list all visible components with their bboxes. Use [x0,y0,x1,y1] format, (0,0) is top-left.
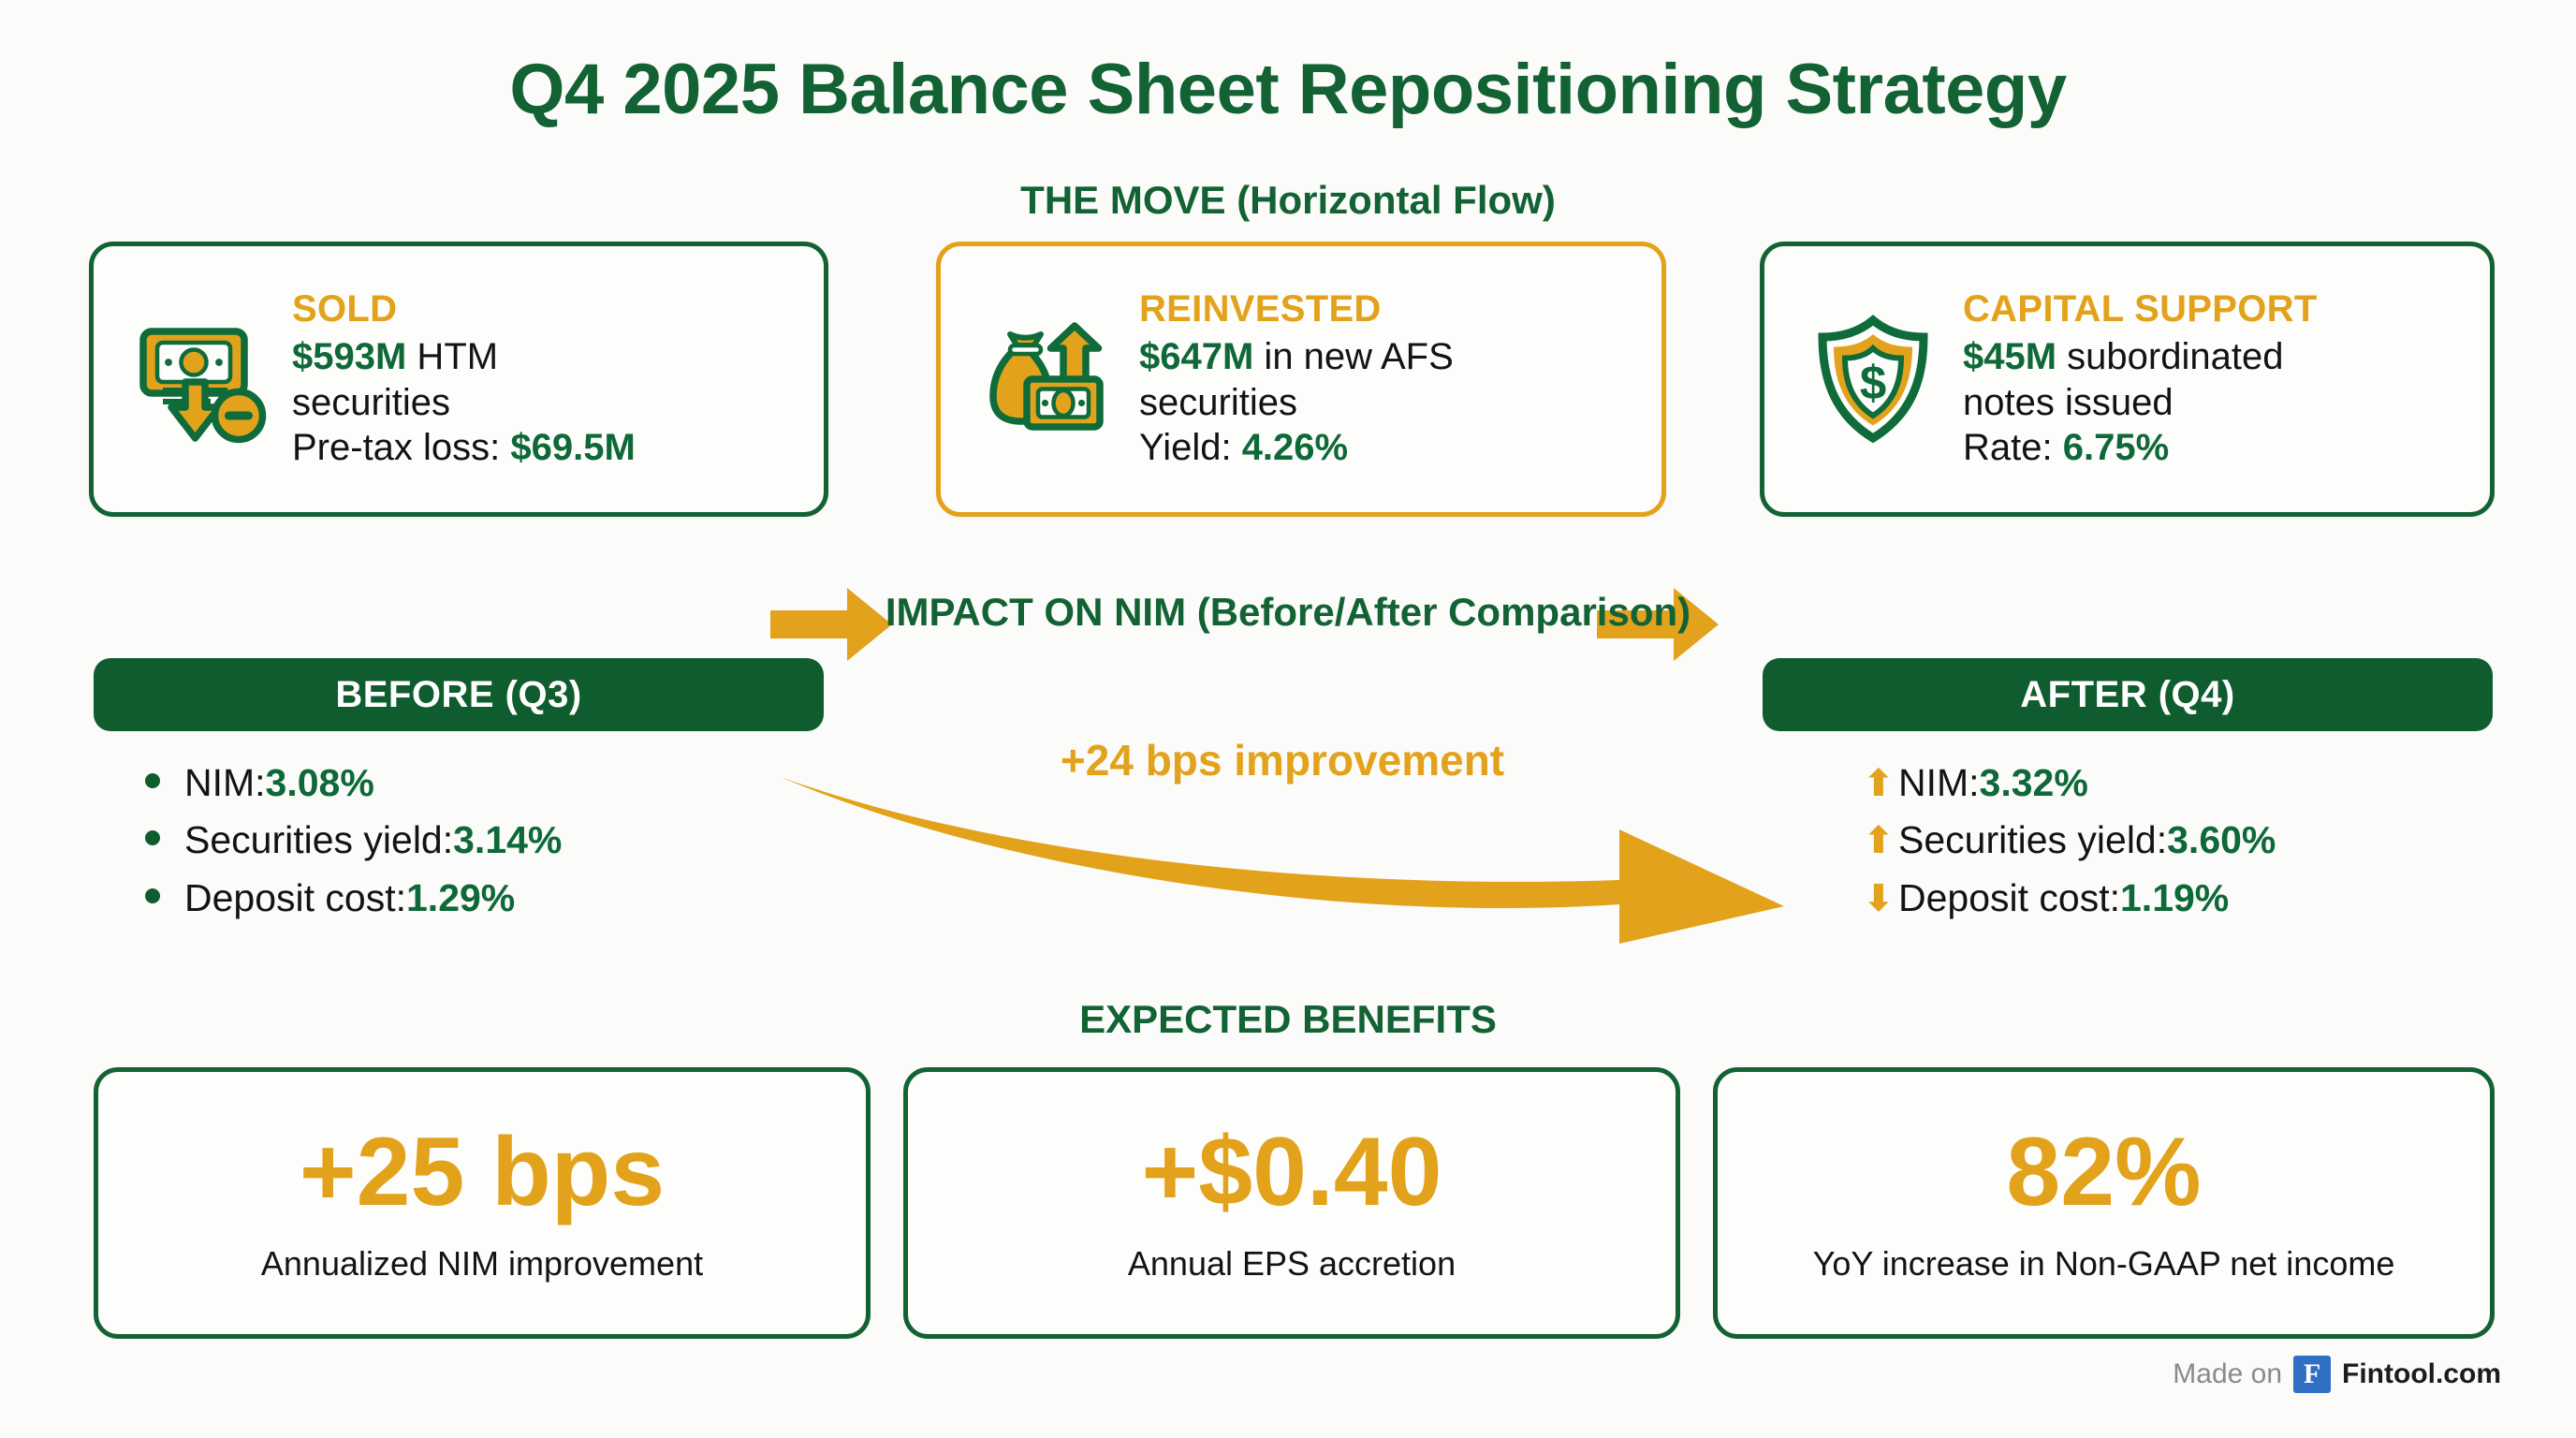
flow-card-line-1-rest: HTM [406,335,499,377]
flow-card-line-1-rest: subordinated [2056,335,2284,377]
metric-label: Securities yield: [1898,818,2168,862]
page-title: Q4 2025 Balance Sheet Repositioning Stra… [509,50,2067,129]
flow-card-line-3: Yield: 4.26% [1139,425,1637,471]
list-item: NIM: 3.08% [145,758,562,808]
arrow-down-icon: ⬇ [1863,877,1895,919]
after-pill: AFTER (Q4) [1763,658,2493,731]
flow-card-sold: SOLD $593M HTM securities Pre-tax loss: … [89,242,828,517]
flow-card-line-3: Rate: 6.75% [1963,425,2466,471]
metric-label: Deposit cost: [184,875,406,919]
flow-card-amount: $45M [1963,335,2057,377]
improvement-label: +24 bps improvement [1060,736,1505,785]
list-item: ⬆ NIM: 3.32% [1863,758,2276,808]
flow-card-line-2: notes issued [1963,381,2174,423]
svg-text:$: $ [1860,356,1886,409]
metric-label: NIM: [184,761,266,804]
made-on-label: Made on [2173,1358,2283,1389]
flow-card-line-3-value: $69.5M [510,427,636,469]
bullet-icon [145,830,160,846]
flow-card-line-3-prefix: Yield: [1139,427,1242,469]
flow-card-reinvested: REINVESTED $647M in new AFS securities Y… [936,242,1666,517]
benefit-card-nim: +25 bps Annualized NIM improvement [94,1067,871,1339]
before-metrics-list: NIM: 3.08% Securities yield: 3.14% Depos… [145,758,562,931]
flow-card-line-1: $647M in new AFS [1139,334,1637,380]
flow-card-body: CAPITAL SUPPORT $45M subordinated notes … [1957,287,2466,471]
flow-card-line-2: securities [292,381,450,423]
benefit-value: +25 bps [299,1118,666,1227]
section-heading-nim: IMPACT ON NIM (Before/After Comparison) [885,590,1691,634]
metric-value: 3.08% [265,761,374,804]
list-item: Deposit cost: 1.29% [145,873,562,923]
flow-row: SOLD $593M HTM securities Pre-tax loss: … [0,242,2576,661]
list-item: ⬇ Deposit cost: 1.19% [1863,873,2276,923]
fintool-logo-icon: F [2293,1356,2332,1393]
flow-card-line-2: securities [1139,381,1297,423]
metric-value: 3.14% [453,818,563,862]
benefit-caption: YoY increase in Non-GAAP net income [1812,1244,2395,1284]
banknote-down-minus-icon [118,309,286,449]
flow-card-line-3-value: 4.26% [1241,427,1349,469]
flow-card-label: SOLD [292,287,398,330]
benefit-value: +$0.40 [1141,1118,1442,1227]
benefit-value: 82% [2006,1118,2202,1227]
flow-card-amount: $647M [1139,335,1254,377]
flow-card-label: CAPITAL SUPPORT [1963,287,2318,330]
flow-card-line-3-value: 6.75% [2062,427,2170,469]
flow-card-amount: $593M [292,335,407,377]
metric-value: 3.60% [2167,818,2276,862]
improvement-arrow-icon [781,777,1784,944]
flow-card-body: SOLD $593M HTM securities Pre-tax loss: … [286,287,799,471]
flow-card-body: REINVESTED $647M in new AFS securities Y… [1134,287,1637,471]
bullet-icon [145,888,160,903]
section-heading-benefits: EXPECTED BENEFITS [1079,997,1497,1041]
flow-card-line-1: $45M subordinated [1963,334,2466,380]
arrow-up-icon: ⬆ [1863,820,1895,862]
money-bag-growth-icon [965,309,1134,449]
benefit-card-net-income: 82% YoY increase in Non-GAAP net income [1713,1067,2495,1339]
flow-card-line-1: $593M HTM [292,334,799,380]
bullet-icon [145,773,160,788]
list-item: ⬆ Securities yield: 3.60% [1863,815,2276,865]
metric-value: 3.32% [1979,761,2088,804]
made-on-fintool-badge[interactable]: Made on F Fintool.com [2173,1356,2501,1393]
metric-value: 1.29% [406,875,516,919]
metric-label: Deposit cost: [1898,875,2120,919]
benefit-card-eps: +$0.40 Annual EPS accretion [903,1067,1680,1339]
list-item: Securities yield: 3.14% [145,815,562,865]
flow-card-capital-support: $ CAPITAL SUPPORT $45M subordinated note… [1760,242,2495,517]
flow-card-label: REINVESTED [1139,287,1382,330]
metric-label: Securities yield: [184,818,454,862]
shield-dollar-icon: $ [1789,309,1957,449]
metric-label: NIM: [1898,761,1980,804]
metric-value: 1.19% [2120,875,2230,919]
section-heading-move: THE MOVE (Horizontal Flow) [1020,178,1556,222]
right-block-arrow-icon [1597,588,1719,661]
benefit-caption: Annual EPS accretion [1127,1244,1456,1284]
flow-card-line-3-prefix: Rate: [1963,427,2063,469]
flow-card-line-3: Pre-tax loss: $69.5M [292,425,799,471]
arrow-up-icon: ⬆ [1863,763,1895,804]
right-block-arrow-icon [770,588,892,661]
benefit-caption: Annualized NIM improvement [260,1244,704,1284]
fintool-site-label: Fintool.com [2342,1358,2501,1389]
after-metrics-list: ⬆ NIM: 3.32% ⬆ Securities yield: 3.60% ⬇ De… [1863,758,2276,931]
before-pill: BEFORE (Q3) [94,658,824,731]
flow-card-line-3-prefix: Pre-tax loss: [292,427,511,469]
flow-card-line-1-rest: in new AFS [1253,335,1454,377]
